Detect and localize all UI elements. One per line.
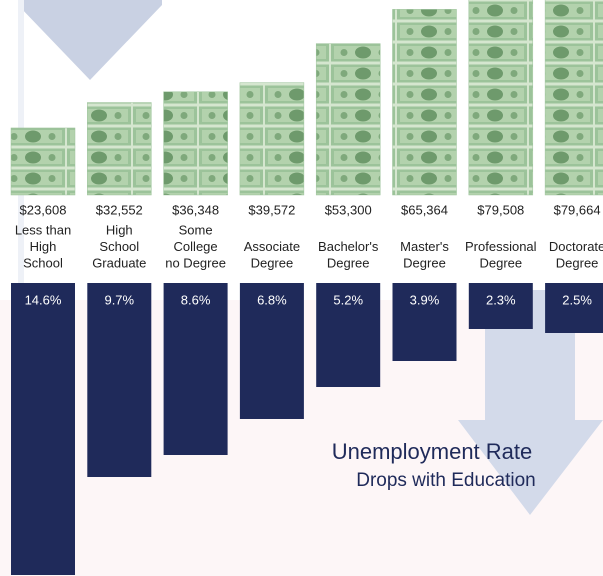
value-label: 5.2% [333, 292, 363, 307]
category-label: School [23, 255, 63, 270]
value-label: 3.9% [410, 292, 440, 307]
bar [545, 0, 603, 195]
category-label: High [106, 222, 133, 237]
category-label: Professional [465, 239, 537, 254]
category-label: High [30, 239, 57, 254]
value-label: 9.7% [104, 292, 134, 307]
chart-title: Unemployment Rate [332, 439, 533, 464]
chart: Unemployment Rate Drops with Education $… [0, 0, 603, 576]
category-label: no Degree [165, 255, 226, 270]
category-label: Degree [479, 255, 522, 270]
value-label: 8.6% [181, 292, 211, 307]
bar [11, 283, 75, 575]
category-label: Bachelor's [318, 239, 379, 254]
bar [545, 283, 603, 333]
value-label: 6.8% [257, 292, 287, 307]
category-label: Less than [15, 222, 71, 237]
chart-subtitle: Drops with Education [356, 470, 536, 491]
category-label: College [174, 239, 218, 254]
bar [11, 128, 75, 195]
bar [393, 9, 457, 195]
value-label: $79,664 [554, 202, 601, 217]
value-label: 14.6% [25, 292, 62, 307]
category-label: Degree [403, 255, 446, 270]
bar [164, 92, 228, 195]
category-label: Some [179, 222, 213, 237]
value-label: $23,608 [20, 202, 67, 217]
category-label: Degree [327, 255, 370, 270]
category-label: Graduate [92, 255, 146, 270]
value-label: $36,348 [172, 202, 219, 217]
category-label: Associate [244, 239, 300, 254]
bar [87, 103, 151, 195]
bar [240, 83, 304, 195]
category-label: Degree [251, 255, 294, 270]
value-label: 2.5% [562, 292, 592, 307]
category-label: Master's [400, 239, 449, 254]
bar [164, 283, 228, 455]
bar [87, 283, 151, 477]
value-label: $32,552 [96, 202, 143, 217]
value-label: $39,572 [248, 202, 295, 217]
category-label: School [99, 239, 139, 254]
value-label: $65,364 [401, 202, 448, 217]
category-label: Doctorate [549, 239, 603, 254]
value-label: $53,300 [325, 202, 372, 217]
value-label: $79,508 [477, 202, 524, 217]
category-label: Degree [556, 255, 599, 270]
bar [469, 0, 533, 195]
bar [316, 44, 380, 195]
value-label: 2.3% [486, 292, 516, 307]
